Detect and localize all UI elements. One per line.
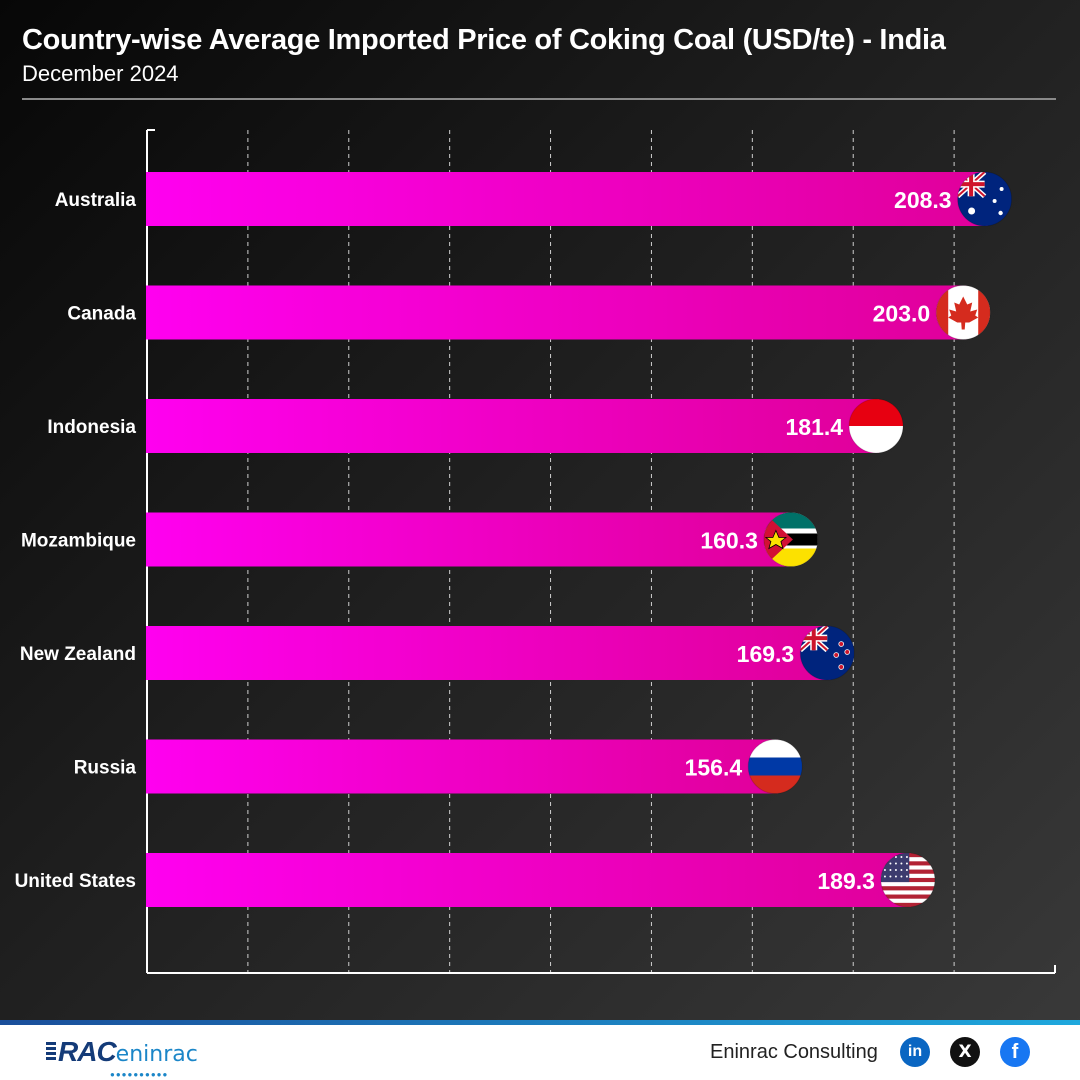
chart-title: Country-wise Average Imported Price of C…: [22, 24, 946, 56]
data-label: 189.3: [817, 868, 875, 894]
data-label: 169.3: [737, 641, 795, 667]
australia-flag-icon: [957, 171, 1013, 227]
bar[interactable]: [146, 853, 911, 907]
chart-subtitle: December 2024: [22, 61, 179, 86]
canada-flag-icon: [935, 285, 991, 340]
logo-primary-text: RAC: [58, 1036, 117, 1067]
data-label: 160.3: [700, 528, 758, 554]
bar-group: Canada 203.0: [67, 285, 991, 340]
logo-bars-icon: [46, 1042, 56, 1064]
brand-name: Eninrac Consulting: [710, 1041, 878, 1063]
category-label: Canada: [67, 304, 136, 325]
category-label: Mozambique: [21, 531, 136, 552]
eninrac-logo[interactable]: RACeninrac ●●●●●●●●●●: [46, 1036, 198, 1079]
logo-secondary-text: eninrac: [115, 1042, 198, 1067]
logo-dots-icon: ●●●●●●●●●●: [110, 1070, 169, 1079]
category-label: Australia: [55, 190, 137, 211]
data-label: 208.3: [894, 187, 952, 213]
bar-group: Indonesia 181.4: [47, 398, 904, 454]
x-icon[interactable]: X: [950, 1037, 980, 1067]
bar[interactable]: [146, 512, 794, 567]
category-label: Russia: [74, 758, 137, 779]
footer-accent-line: [0, 1020, 1080, 1025]
plot-area: Australia 208.3 Canada 203.0 Indonesia 181.4 M…: [15, 130, 1013, 973]
bar[interactable]: [146, 739, 779, 794]
bar[interactable]: [146, 285, 967, 340]
new-zealand-flag-icon: [799, 625, 855, 681]
data-label: 156.4: [685, 755, 743, 781]
bar-group: Mozambique 160.3: [21, 512, 819, 567]
data-label: 203.0: [873, 301, 931, 327]
category-label: New Zealand: [20, 644, 136, 665]
chart: Country-wise Average Imported Price of C…: [15, 24, 1056, 973]
bar-group: United States 189.3: [15, 852, 936, 908]
bar[interactable]: [146, 626, 831, 680]
indonesia-flag-icon: [848, 398, 904, 454]
data-label: 181.4: [785, 414, 843, 440]
title-divider: [22, 98, 1056, 100]
bar-group: New Zealand 169.3: [20, 625, 855, 681]
united-states-flag-icon: [880, 852, 936, 908]
bar-group: Russia 156.4: [74, 739, 803, 794]
mozambique-flag-icon: [763, 512, 819, 567]
bar[interactable]: [146, 172, 988, 226]
linkedin-icon[interactable]: in: [900, 1037, 930, 1067]
bar[interactable]: [146, 399, 880, 453]
bar-group: Australia 208.3: [55, 171, 1013, 227]
russia-flag-icon: [747, 739, 803, 794]
category-label: United States: [15, 871, 136, 892]
facebook-icon[interactable]: f: [1000, 1037, 1030, 1067]
category-label: Indonesia: [47, 417, 136, 438]
